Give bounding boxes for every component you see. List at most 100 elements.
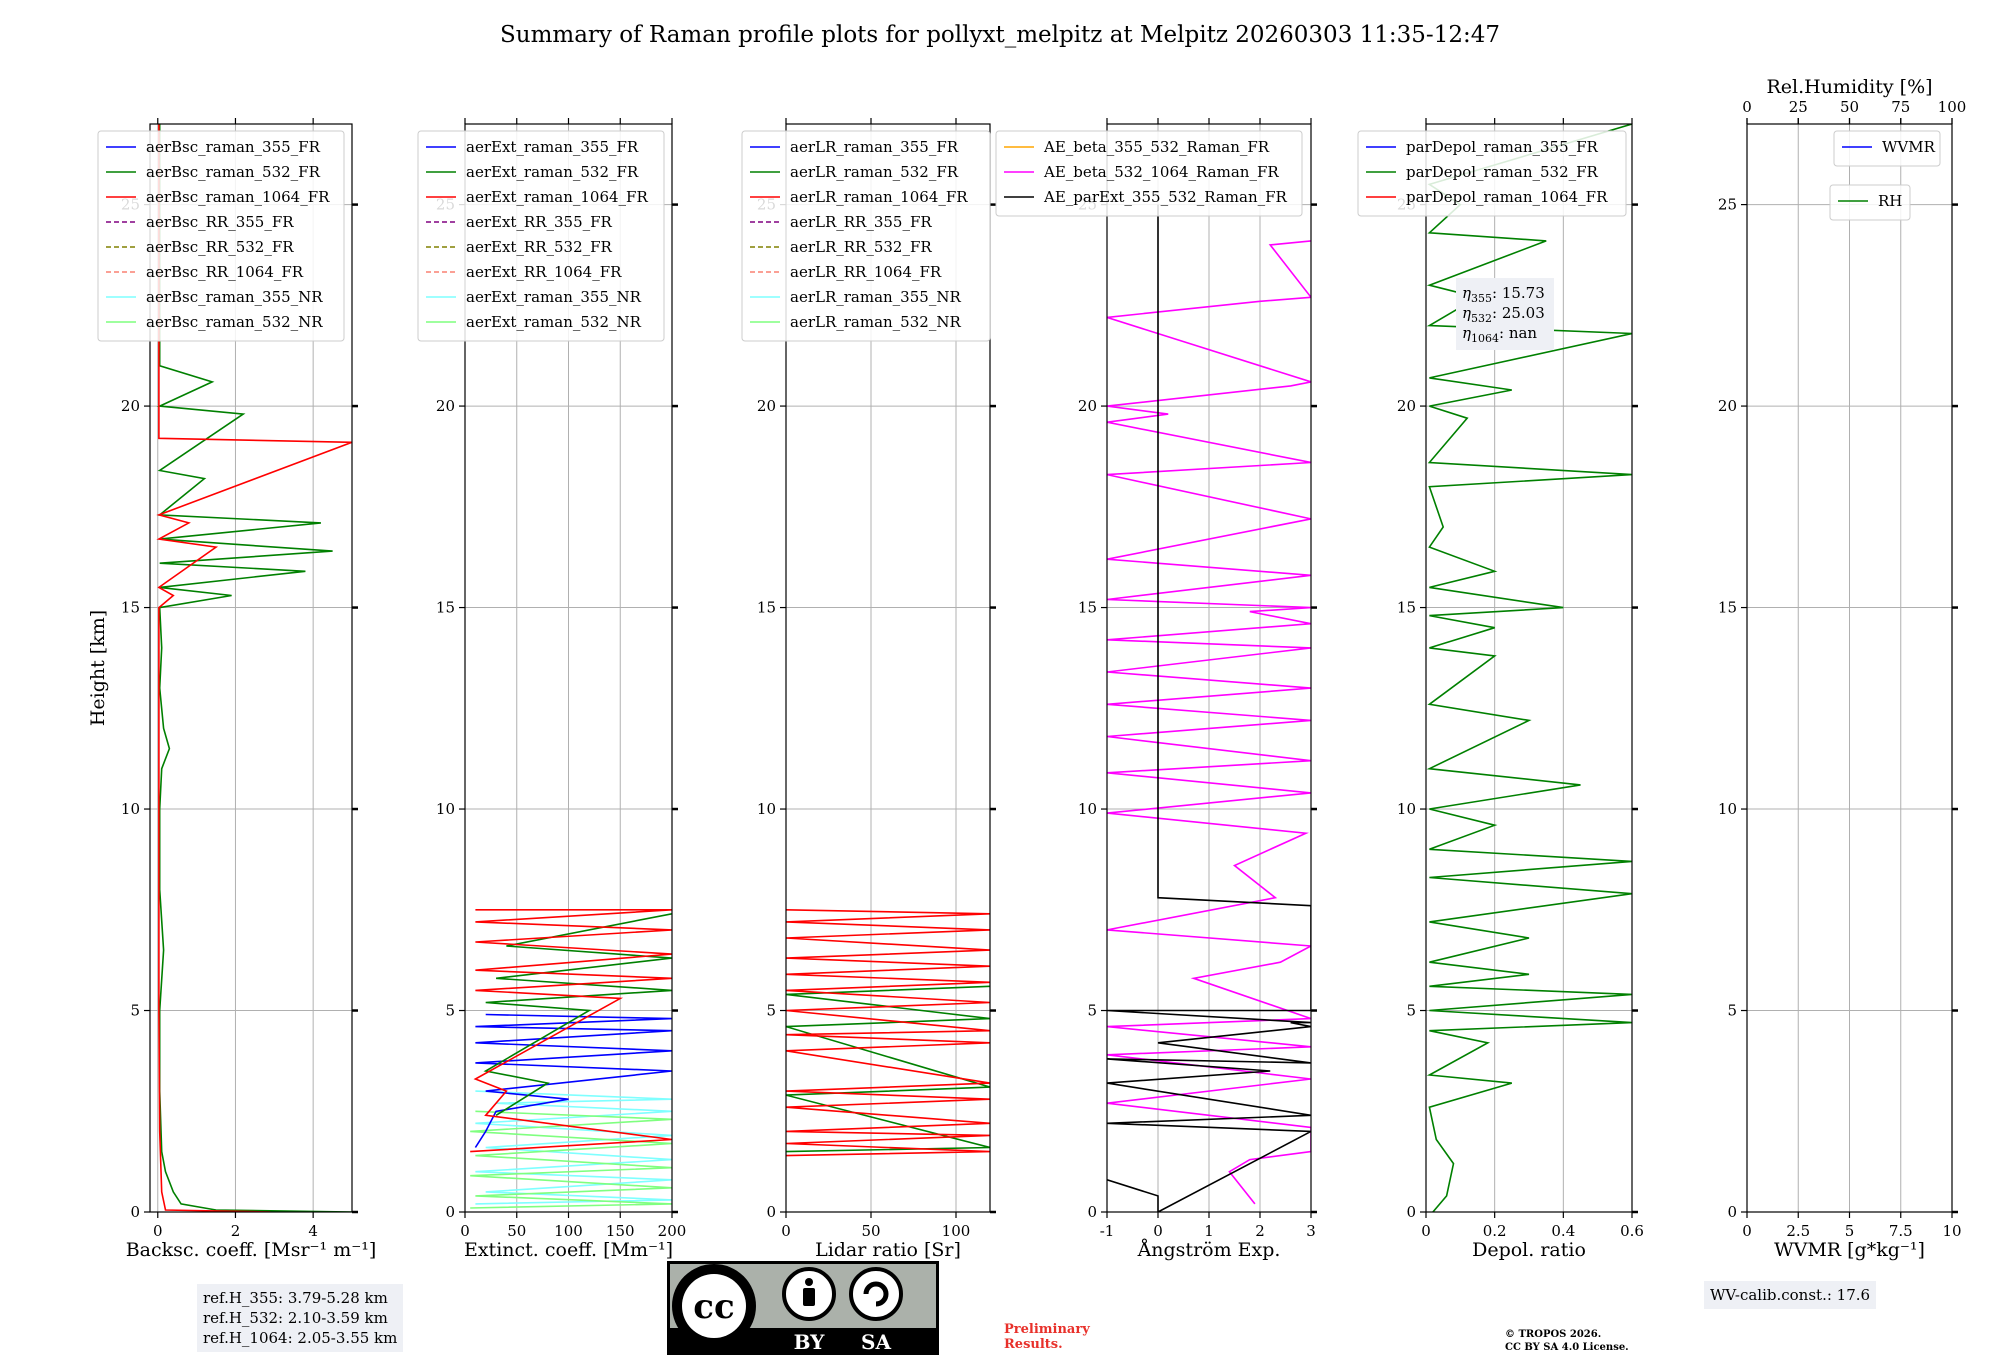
legend: aerBsc_raman_355_FR aerBsc_raman_532_FRae… bbox=[97, 130, 345, 342]
panel-1: 0240510152025Backsc. coeff. [Msr⁻¹ m⁻¹]a… bbox=[97, 118, 377, 1261]
legend-box bbox=[417, 130, 665, 342]
legend-label: RH bbox=[1878, 192, 1902, 210]
x-axis-label: Backsc. coeff. [Msr⁻¹ m⁻¹] bbox=[126, 1239, 377, 1261]
series-group bbox=[470, 909, 672, 1209]
legend-label: aerExt_RR_355_FR bbox=[466, 213, 613, 231]
y-axis-label: Height [km] bbox=[87, 610, 109, 726]
series-group bbox=[786, 909, 990, 1157]
legend-label: aerExt_raman_355_NR bbox=[466, 288, 642, 306]
x-tick-label: 2 bbox=[231, 1222, 241, 1240]
legend-label: aerBsc_RR_1064_FR bbox=[146, 263, 304, 281]
x-tick-label: 150 bbox=[606, 1222, 635, 1240]
series-line-aerExt_raman_1064_FR bbox=[470, 909, 672, 1153]
preliminary-results-note: Preliminary Results. bbox=[1004, 1322, 1090, 1352]
y-tick-label: 0 bbox=[1087, 1203, 1097, 1221]
series-line-aerExt_raman_355_FR bbox=[474, 1013, 672, 1148]
wv-calib-const: WV-calib.const.: 17.6 bbox=[1710, 1286, 1871, 1304]
legend-label: aerExt_raman_1064_FR bbox=[466, 188, 648, 206]
legend-label: aerExt_RR_532_FR bbox=[466, 238, 613, 256]
y-tick-label: 10 bbox=[1078, 800, 1097, 818]
x-tick-label: 0 bbox=[153, 1222, 163, 1240]
y-tick-label: 10 bbox=[757, 800, 776, 818]
x-axis-label: Ångström Exp. bbox=[1137, 1239, 1281, 1261]
series-line-aerLR_raman_1064_FR bbox=[786, 909, 990, 1157]
x-tick-label: 10 bbox=[1942, 1222, 1961, 1240]
series-group bbox=[1426, 124, 1632, 1212]
x-axis-label: WVMR [g*kg⁻¹] bbox=[1774, 1239, 1925, 1261]
eta-value: η355: 15.73 bbox=[1462, 284, 1545, 305]
x-tick-label: 50 bbox=[507, 1222, 526, 1240]
y-tick-label: 10 bbox=[121, 800, 140, 818]
y-tick-label: 0 bbox=[766, 1203, 776, 1221]
x-tick-label: 100 bbox=[942, 1222, 971, 1240]
legend-label: aerExt_RR_1064_FR bbox=[466, 263, 622, 281]
legend-label: aerBsc_RR_532_FR bbox=[146, 238, 294, 256]
legend-label: aerLR_raman_355_NR bbox=[790, 288, 961, 306]
wv-calib-box: WV-calib.const.: 17.6 bbox=[1704, 1281, 1877, 1309]
x-tick-label: -1 bbox=[1100, 1222, 1115, 1240]
legend: WVMR bbox=[1833, 130, 1941, 167]
x-tick-label: 1 bbox=[1204, 1222, 1214, 1240]
y-tick-label: 0 bbox=[1406, 1203, 1416, 1221]
eta-value: η532: 25.03 bbox=[1462, 304, 1545, 325]
y-tick-label: 15 bbox=[1397, 599, 1416, 617]
y-tick-label: 5 bbox=[1087, 1002, 1097, 1020]
panel-3: 0501000510152025Lidar ratio [Sr]aerLR_ra… bbox=[741, 118, 996, 1261]
ref-height-1064: ref.H_1064: 2.05-3.55 km bbox=[203, 1329, 398, 1347]
x-tick-label: 2 bbox=[1255, 1222, 1265, 1240]
y-tick-label: 20 bbox=[1078, 397, 1097, 415]
y-tick-label: 15 bbox=[121, 599, 140, 617]
top-axis-tick-label: 50 bbox=[1840, 98, 1859, 116]
x-tick-label: 0 bbox=[1421, 1222, 1431, 1240]
x-tick-label: 200 bbox=[658, 1222, 687, 1240]
legend-label: aerLR_raman_355_FR bbox=[790, 138, 959, 156]
y-tick-label: 0 bbox=[1727, 1203, 1737, 1221]
legend-box bbox=[1833, 130, 1941, 167]
legend-label: AE_beta_532_1064_Raman_FR bbox=[1043, 163, 1279, 181]
series-line-aerExt_raman_355_NR bbox=[475, 1090, 672, 1205]
top-axis-tick-label: 75 bbox=[1891, 98, 1910, 116]
cc-by-sa-badge: cc BY SA bbox=[667, 1261, 939, 1355]
legend-label: AE_beta_355_532_Raman_FR bbox=[1043, 138, 1270, 156]
x-tick-label: 7.5 bbox=[1889, 1222, 1913, 1240]
x-tick-label: 3 bbox=[1306, 1222, 1316, 1240]
x-tick-label: 2.5 bbox=[1786, 1222, 1810, 1240]
cc-logo-text: cc bbox=[693, 1287, 734, 1327]
legend-label: aerLR_raman_1064_FR bbox=[790, 188, 968, 206]
legend-label: aerBsc_raman_1064_FR bbox=[146, 188, 330, 206]
legend-label: WVMR bbox=[1882, 138, 1936, 156]
series-line-parDepol_raman_532_FR bbox=[1426, 124, 1632, 1212]
x-tick-label: 0 bbox=[781, 1222, 791, 1240]
y-tick-label: 15 bbox=[757, 599, 776, 617]
x-tick-label: 0.6 bbox=[1620, 1222, 1644, 1240]
x-tick-label: 0 bbox=[460, 1222, 470, 1240]
legend-label: aerExt_raman_355_FR bbox=[466, 138, 639, 156]
axes-frame bbox=[1425, 123, 1633, 1213]
legend-label: aerExt_raman_532_NR bbox=[466, 313, 642, 331]
y-tick-label: 20 bbox=[436, 397, 455, 415]
legend-label: aerLR_raman_532_FR bbox=[790, 163, 959, 181]
x-tick-label: 4 bbox=[308, 1222, 318, 1240]
y-tick-label: 20 bbox=[1397, 397, 1416, 415]
x-axis-label: Extinct. coeff. [Mm⁻¹] bbox=[464, 1239, 673, 1261]
y-tick-label: 20 bbox=[757, 397, 776, 415]
y-tick-label: 20 bbox=[1718, 397, 1737, 415]
legend-label: aerBsc_raman_532_FR bbox=[146, 163, 321, 181]
legend-label: parDepol_raman_532_FR bbox=[1406, 163, 1599, 181]
top-axis-tick-label: 100 bbox=[1938, 98, 1967, 116]
x-tick-label: 100 bbox=[554, 1222, 583, 1240]
x-axis-label: Depol. ratio bbox=[1472, 1239, 1586, 1261]
top-axis-tick-label: 25 bbox=[1789, 98, 1808, 116]
top-axis-label: Rel.Humidity [%] bbox=[1766, 76, 1932, 98]
legend: aerLR_raman_355_FR aerLR_raman_532_FR aerL… bbox=[741, 130, 991, 342]
sa-icon bbox=[849, 1267, 903, 1321]
sa-label: SA bbox=[861, 1330, 891, 1354]
y-tick-label: 15 bbox=[1078, 599, 1097, 617]
series-group bbox=[156, 124, 352, 1212]
figure-title: Summary of Raman profile plots for polly… bbox=[500, 22, 1500, 48]
legend-box bbox=[995, 130, 1303, 217]
y-tick-label: 0 bbox=[445, 1203, 455, 1221]
legend: AE_beta_355_532_Raman_FR AE_beta_532_1064… bbox=[995, 130, 1303, 217]
